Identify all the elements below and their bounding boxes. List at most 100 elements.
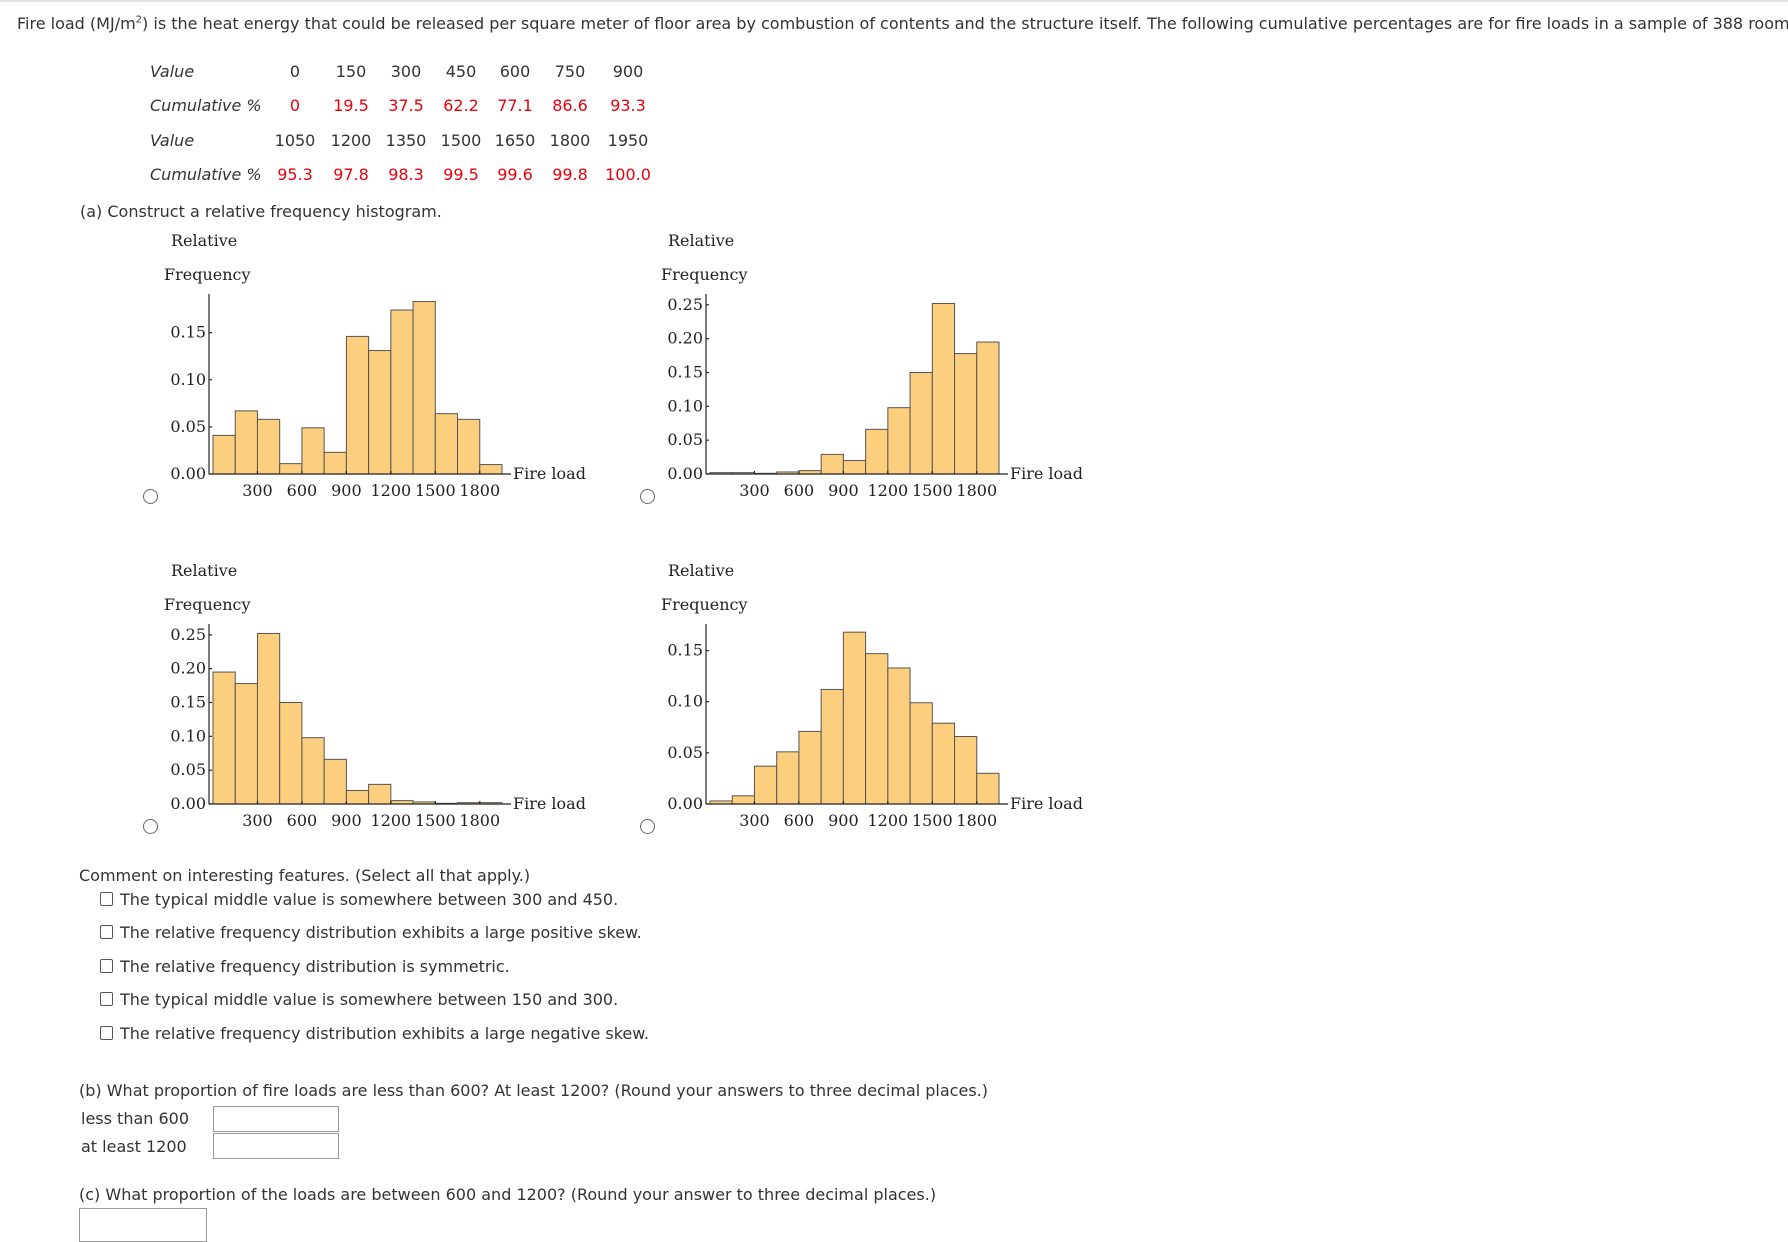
x-axis-label: Fire load <box>513 794 586 813</box>
histogram-bar <box>753 765 778 805</box>
histogram-option-1: Relative Frequency 0.00 0.05 0.10 0.15 300 600 9… <box>140 220 640 540</box>
feature-option[interactable]: The typical middle value is somewhere be… <box>100 890 618 909</box>
histogram-svg: Relative Frequency 0.00 0.05 0.10 0.15 0.20 0.2… <box>661 231 1083 500</box>
histogram-bar <box>976 341 1000 475</box>
y-tick-label: 0.10 <box>170 726 206 745</box>
table-cell: 62.2 <box>443 96 479 115</box>
histogram-bar <box>301 427 325 475</box>
histogram-bar <box>279 463 303 475</box>
histogram-option-3: Relative Frequency 0.00 0.05 0.10 0.15 0.20 0.2… <box>140 550 640 870</box>
feature-option-label: The typical middle value is somewhere be… <box>120 990 619 1009</box>
table-cell: 1350 <box>385 131 427 150</box>
table-row-label: Value <box>150 62 195 81</box>
y-axis-label-line2: Frequency <box>661 265 748 284</box>
table-cell: 0 <box>289 62 301 81</box>
histogram-option-radio[interactable] <box>640 489 655 504</box>
histogram-bar <box>234 683 258 805</box>
x-tick-label: 1500 <box>912 481 953 500</box>
checkbox[interactable] <box>100 892 113 906</box>
histogram-bar <box>820 688 844 805</box>
table-row-label: Cumulative % <box>150 96 262 115</box>
table-cell: 99.6 <box>497 165 533 184</box>
checkbox[interactable] <box>100 992 113 1006</box>
histogram-bar <box>954 736 978 805</box>
table-cell: 0 <box>289 96 301 115</box>
table-cell: 100.0 <box>605 165 651 184</box>
checkbox[interactable] <box>100 925 113 939</box>
feature-option[interactable]: The relative frequency distribution exhi… <box>100 923 642 942</box>
intro-post: ) is the heat energy that could be relea… <box>142 14 1788 33</box>
less-than-600-label: less than 600 <box>81 1109 190 1128</box>
table-cell: 150 <box>335 62 367 81</box>
histogram-bar <box>842 631 867 805</box>
histogram-bar <box>256 632 281 805</box>
y-tick-label: 0.25 <box>170 625 206 644</box>
feature-option-label: The relative frequency distribution exhi… <box>120 923 642 942</box>
y-axis-label-line1: Relative <box>668 231 734 250</box>
table-cell: 600 <box>499 62 531 81</box>
x-axis-label: Fire load <box>513 464 586 483</box>
histogram-option-radio[interactable] <box>143 819 158 834</box>
histogram-bar <box>865 653 889 805</box>
x-tick-label: 1800 <box>459 811 500 830</box>
y-axis-label-line2: Frequency <box>164 265 251 284</box>
x-tick-label: 300 <box>242 811 273 830</box>
histogram-bar <box>887 667 911 805</box>
at-least-1200-input[interactable] <box>213 1133 339 1159</box>
table-cell: 93.3 <box>610 96 646 115</box>
x-tick-label: 1800 <box>459 481 500 500</box>
y-tick-label: 0.15 <box>667 362 703 381</box>
x-tick-label: 900 <box>828 811 859 830</box>
y-tick-label: 0.20 <box>667 329 703 348</box>
feature-option[interactable]: The typical middle value is somewhere be… <box>100 990 618 1009</box>
table-cell: 95.3 <box>277 165 313 184</box>
x-tick-label: 1800 <box>956 481 997 500</box>
histogram-bar <box>234 410 258 475</box>
part-c-prompt: (c) What proportion of the loads are bet… <box>79 1185 937 1204</box>
table-cell: 99.8 <box>552 165 588 184</box>
histogram-svg: Relative Frequency 0.00 0.05 0.10 0.15 300 600 9… <box>164 231 586 500</box>
y-tick-label: 0.00 <box>667 464 703 483</box>
histogram-option-radio[interactable] <box>143 489 158 504</box>
x-tick-label: 1500 <box>415 481 456 500</box>
table-cell: 37.5 <box>388 96 424 115</box>
x-tick-label: 600 <box>287 811 318 830</box>
histogram-bar <box>731 795 755 805</box>
x-tick-label: 600 <box>784 481 815 500</box>
table-cell: 1800 <box>549 131 591 150</box>
feature-option[interactable]: The relative frequency distribution is s… <box>100 957 510 976</box>
table-cell: 1650 <box>494 131 536 150</box>
x-tick-label: 1200 <box>867 811 908 830</box>
y-tick-label: 0.05 <box>170 417 206 436</box>
y-tick-label: 0.10 <box>170 370 206 389</box>
x-tick-label: 900 <box>331 811 362 830</box>
y-tick-label: 0.05 <box>667 430 703 449</box>
y-axis-label-line1: Relative <box>171 561 237 580</box>
table-cell: 77.1 <box>497 96 533 115</box>
x-tick-label: 900 <box>828 481 859 500</box>
between-600-1200-input[interactable] <box>79 1208 207 1242</box>
y-tick-label: 0.20 <box>170 659 206 678</box>
x-tick-label: 1200 <box>867 481 908 500</box>
checkbox[interactable] <box>100 959 113 973</box>
y-tick-label: 0.10 <box>667 396 703 415</box>
table-row-label: Cumulative % <box>150 165 262 184</box>
histogram-option-radio[interactable] <box>640 819 655 834</box>
y-tick-label: 0.00 <box>170 794 206 813</box>
y-axis-label-line2: Frequency <box>661 595 748 614</box>
histogram-svg: Relative Frequency 0.00 0.05 0.10 0.15 0.20 0.2… <box>164 561 586 830</box>
checkbox[interactable] <box>100 1026 113 1040</box>
histogram-option-4: Relative Frequency 0.00 0.05 0.10 0.15 300 600 9… <box>637 550 1137 870</box>
histogram-bar <box>479 464 503 475</box>
table-cell: 300 <box>390 62 422 81</box>
histogram-option-2: Relative Frequency 0.00 0.05 0.10 0.15 0.20 0.2… <box>637 220 1137 540</box>
histogram-bar <box>820 453 844 475</box>
feature-option[interactable]: The relative frequency distribution exhi… <box>100 1024 649 1043</box>
feature-option-label: The relative frequency distribution is s… <box>120 957 510 976</box>
y-axis-label-line2: Frequency <box>164 595 251 614</box>
less-than-600-input[interactable] <box>213 1106 339 1132</box>
table-cell: 86.6 <box>552 96 588 115</box>
histogram-bar <box>212 671 236 805</box>
histogram-bar <box>776 751 800 805</box>
y-tick-label: 0.05 <box>667 743 703 762</box>
